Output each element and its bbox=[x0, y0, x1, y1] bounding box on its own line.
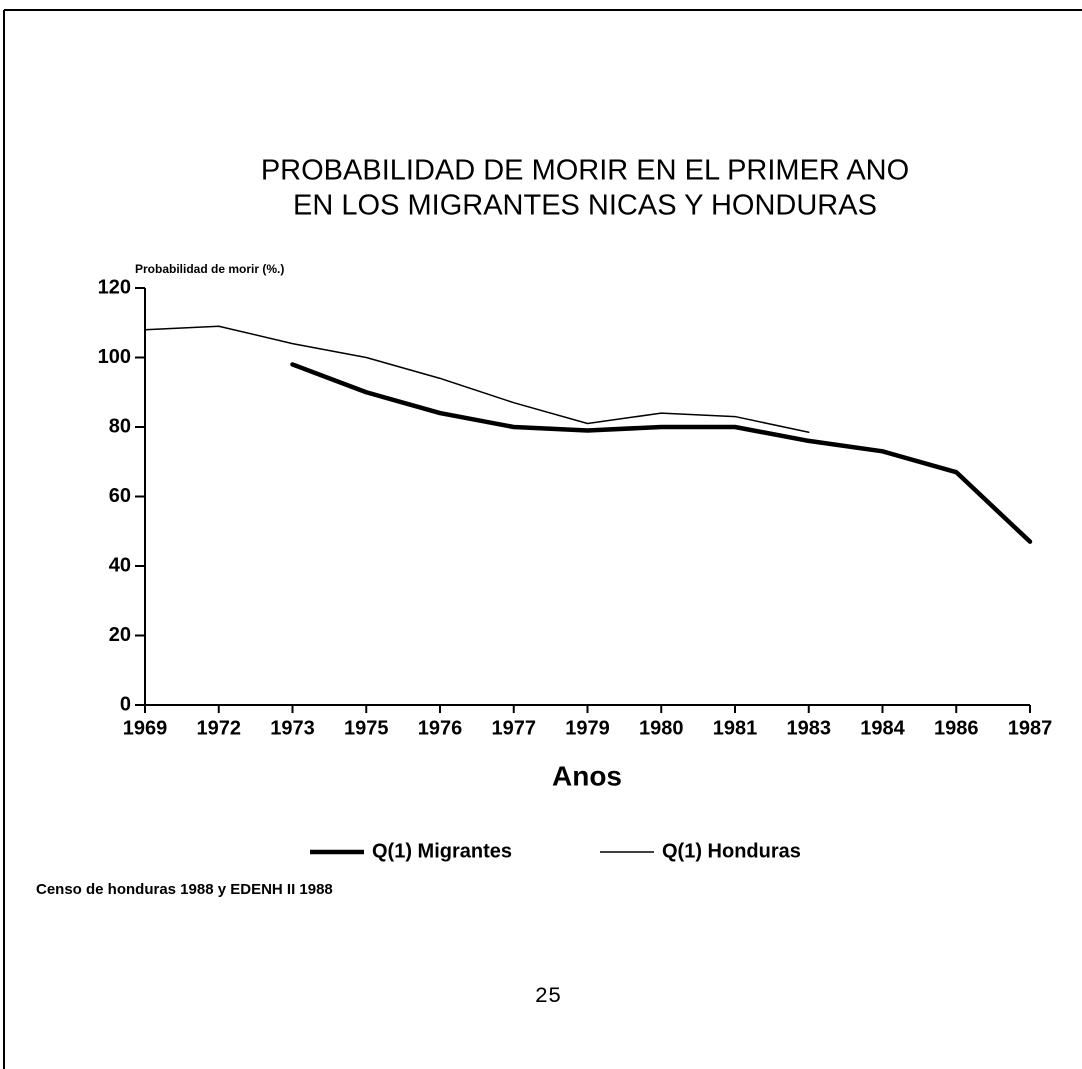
chart-title: EN LOS MIGRANTES NICAS Y HONDURAS bbox=[293, 190, 877, 222]
y-axis-label: Probabilidad de morir (%.) bbox=[135, 262, 284, 276]
y-tick-label: 60 bbox=[109, 485, 131, 507]
legend-label: Q(1) Migrantes bbox=[372, 840, 512, 862]
series-line bbox=[290, 362, 1033, 544]
source: Censo de honduras 1988 y EDENH II 1988 bbox=[36, 881, 333, 898]
y-tick-label: 80 bbox=[109, 415, 131, 437]
y-tick-label: 40 bbox=[109, 554, 131, 576]
y-tick-label: 100 bbox=[98, 346, 131, 368]
x-tick-label: 1986 bbox=[934, 717, 979, 739]
x-tick-label: 1984 bbox=[860, 717, 905, 739]
page-number: 25 bbox=[535, 984, 561, 1009]
y-tick-label: 20 bbox=[109, 624, 131, 646]
x-tick-label: 1981 bbox=[713, 717, 758, 739]
x-tick-label: 1977 bbox=[492, 717, 537, 739]
legend-label: Q(1) Honduras bbox=[662, 840, 801, 862]
x-tick-label: 1980 bbox=[639, 717, 684, 739]
x-tick-label: 1976 bbox=[418, 717, 463, 739]
x-tick-label: 1979 bbox=[565, 717, 610, 739]
x-tick-label: 1987 bbox=[1008, 717, 1053, 739]
x-tick-label: 1973 bbox=[270, 717, 315, 739]
chart-title: PROBABILIDAD DE MORIR EN EL PRIMER ANO bbox=[261, 155, 909, 187]
y-tick-label: 120 bbox=[98, 276, 131, 298]
series-line bbox=[144, 325, 810, 433]
y-tick-label: 0 bbox=[120, 693, 131, 715]
x-tick-label: 1972 bbox=[197, 717, 242, 739]
x-tick-label: 1983 bbox=[787, 717, 832, 739]
x-tick-label: 1975 bbox=[344, 717, 389, 739]
x-axis-label: Anos bbox=[552, 760, 622, 791]
x-tick-label: 1969 bbox=[123, 717, 168, 739]
